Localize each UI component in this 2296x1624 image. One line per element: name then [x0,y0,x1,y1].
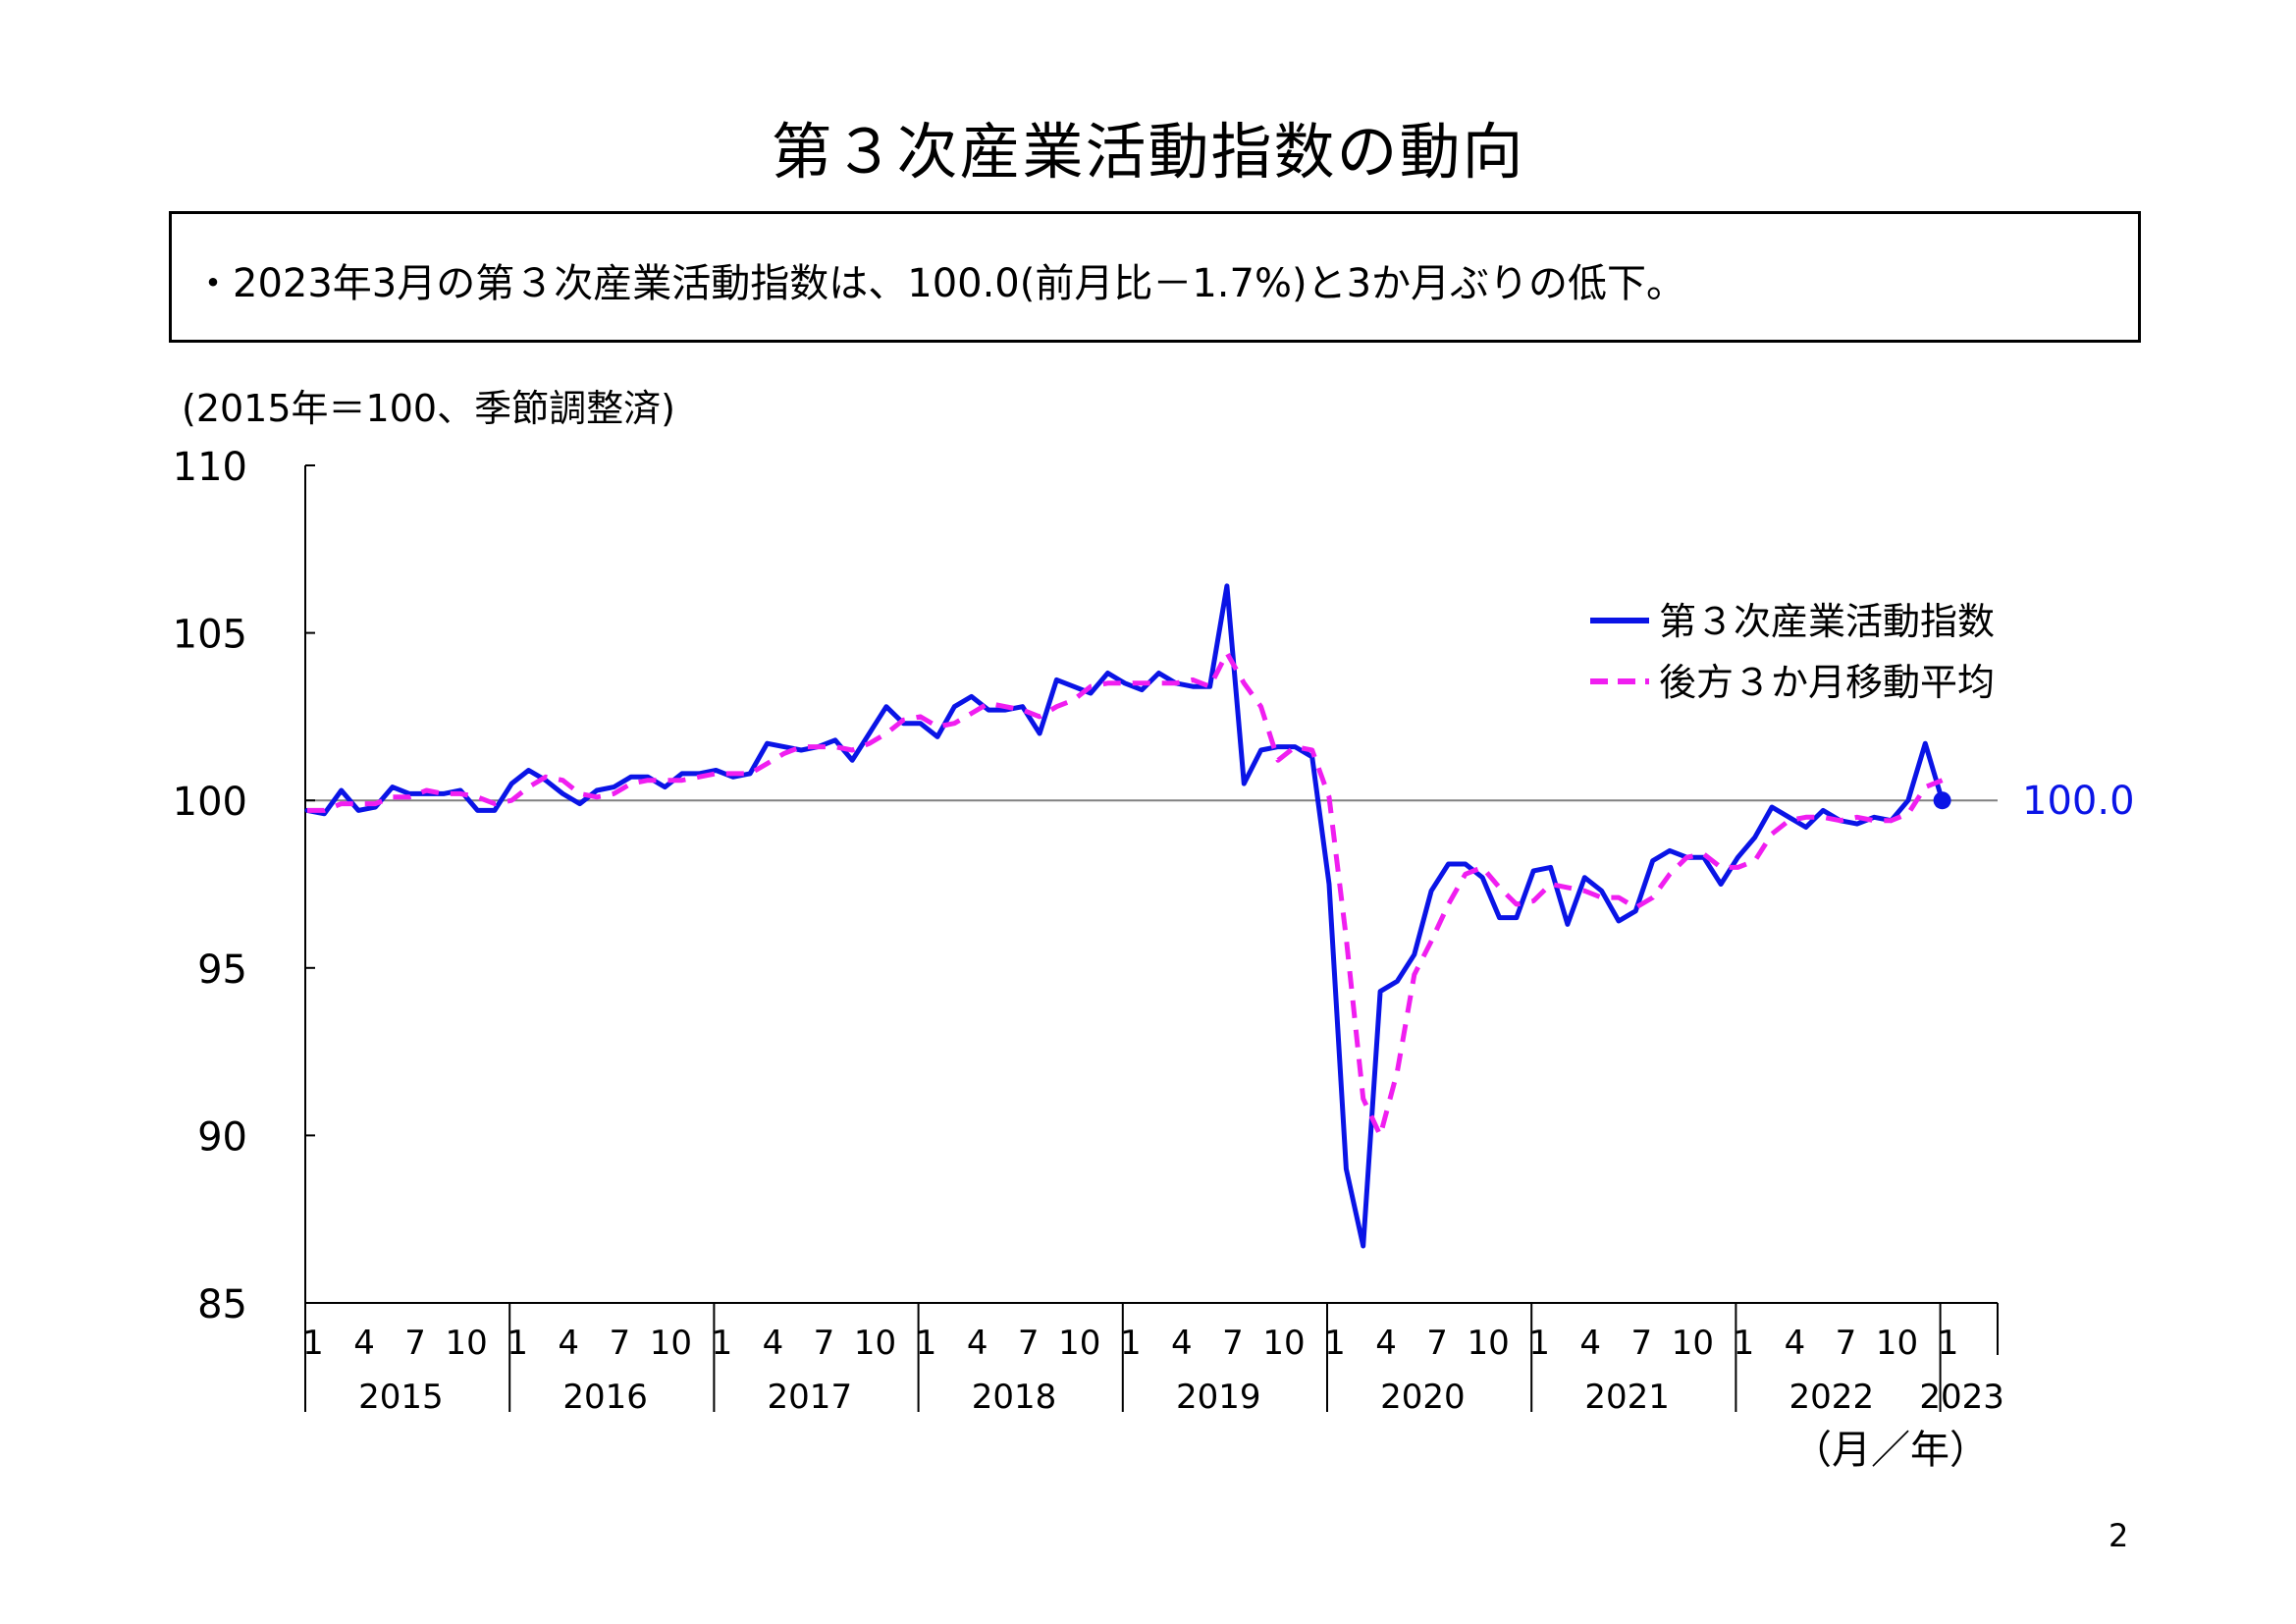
month-tick-label: 7 [1018,1324,1040,1363]
end-point-marker [1933,791,1951,810]
month-tick-label: 1 [1324,1324,1346,1363]
y-tick-label: 110 [173,445,247,490]
month-tick-label: 7 [1836,1324,1857,1363]
month-tick-label: 10 [1672,1324,1714,1363]
month-tick-label: 4 [1579,1324,1601,1363]
series-line-moving-average [307,650,1944,1138]
month-tick-label: 10 [854,1324,896,1363]
month-tick-label: 7 [1630,1324,1652,1363]
month-tick-label: 1 [302,1324,324,1363]
month-tick-label: 10 [1262,1324,1305,1363]
year-label: 2016 [562,1378,648,1417]
y-tick-label: 90 [197,1114,247,1160]
year-label: 2017 [768,1378,853,1417]
summary-box: ・2023年3月の第３次産業活動指数は、100.0(前月比－1.7%)と3か月ぶ… [169,211,2141,343]
y-tick-label: 95 [197,947,247,993]
month-tick-label: 4 [763,1324,784,1363]
month-tick-label: 4 [1785,1324,1806,1363]
month-tick-label: 10 [650,1324,692,1363]
month-tick-label: 1 [1734,1324,1755,1363]
month-tick-label: 7 [404,1324,426,1363]
page-title: 第３次産業活動指数の動向 [771,116,1525,188]
month-tick-label: 1 [1528,1324,1550,1363]
page-number: 2 [2109,1517,2129,1554]
month-tick-label: 4 [558,1324,579,1363]
unit-note: (2015年＝100、季節調整済) [182,387,675,430]
month-tick-label: 10 [1468,1324,1510,1363]
y-tick-label: 105 [173,613,247,658]
month-tick-label: 10 [446,1324,488,1363]
month-tick-label: 1 [1120,1324,1142,1363]
x-unit-label: （月／年） [1792,1428,1989,1473]
year-label: 2020 [1380,1378,1466,1417]
series-line-index [304,583,1946,1249]
month-tick-label: 1 [916,1324,937,1363]
y-tick-label: 100 [173,780,247,825]
year-label: 2018 [972,1378,1057,1417]
year-label: 2019 [1176,1378,1261,1417]
month-tick-label: 1 [1938,1324,1959,1363]
month-tick-label: 7 [1222,1324,1244,1363]
month-tick-label: 7 [609,1324,630,1363]
y-tick-label: 85 [197,1282,247,1327]
year-label: 2022 [1789,1378,1875,1417]
end-value-label: 100.0 [2022,779,2135,824]
year-label: 2021 [1584,1378,1670,1417]
month-tick-label: 10 [1058,1324,1100,1363]
month-tick-label: 10 [1876,1324,1918,1363]
year-label: 2015 [358,1378,444,1417]
month-tick-label: 1 [712,1324,733,1363]
legend-label-index: 第３次産業活動指数 [1659,600,1995,643]
year-label: 2023 [1919,1378,2004,1417]
summary-text: ・2023年3月の第３次産業活動指数は、100.0(前月比－1.7%)と3か月ぶ… [193,261,1686,306]
month-tick-label: 4 [967,1324,988,1363]
month-tick-label: 4 [1375,1324,1397,1363]
month-tick-label: 7 [814,1324,835,1363]
month-tick-label: 7 [1426,1324,1448,1363]
month-tick-label: 4 [1171,1324,1193,1363]
month-tick-label: 4 [353,1324,375,1363]
month-tick-label: 1 [507,1324,528,1363]
legend-label-moving-average: 後方３か月移動平均 [1659,661,1995,704]
